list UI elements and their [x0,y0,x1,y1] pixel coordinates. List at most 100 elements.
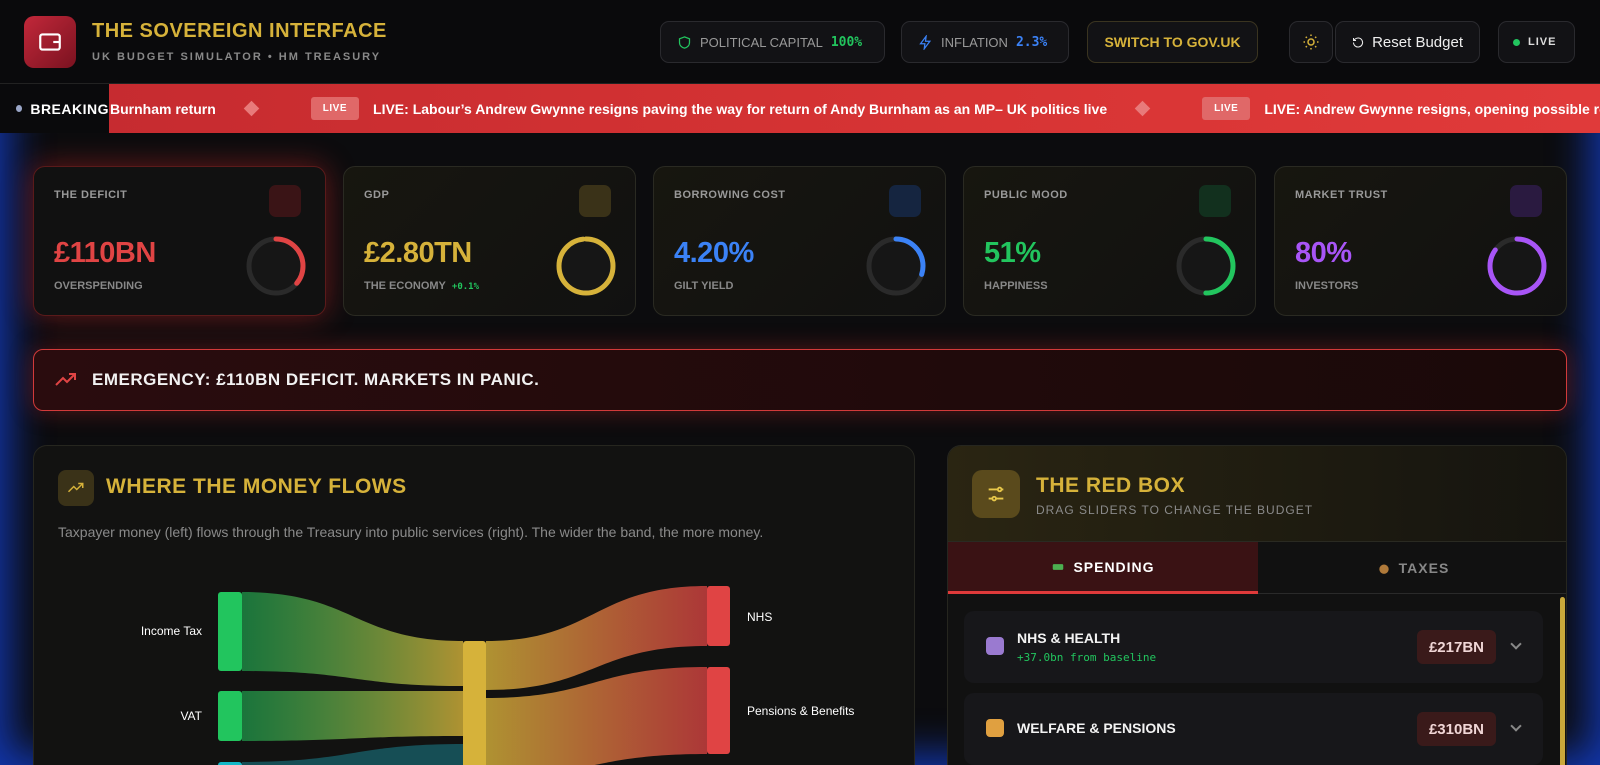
live-text: LIVE [1528,36,1557,48]
item-name: NHS & HEALTH [1017,630,1121,646]
app-title: THE SOVEREIGN INTERFACE [92,20,387,42]
red-box-title: THE RED BOX [1036,474,1186,497]
kpi-icon [269,185,301,217]
stat-value: 2.3% [1015,34,1048,50]
kpi-value: 4.20% [674,237,754,269]
item-chevron [1510,720,1522,732]
app-subtitle: UK BUDGET SIMULATOR • HM TREASURY [92,51,382,63]
kpi-icon [1510,185,1542,217]
flow-node [218,762,242,765]
breaking-dot [16,105,23,112]
kpi-label: MARKET TRUST [1295,189,1388,201]
breaking-text: BREAKING [30,100,109,117]
political-capital: POLITICAL CAPITAL 100% [660,21,885,63]
kpi-ring [246,236,306,296]
ring-arc [866,236,926,296]
item-icon [986,637,1004,655]
kpi-caption-text: OVERSPENDING [54,280,143,292]
kpi-label: THE DEFICIT [54,189,128,201]
ticker-text: Burnham return [110,100,216,117]
flows-title: WHERE THE MONEY FLOWS [106,475,407,498]
ring-arc [1176,236,1236,296]
budget-item[interactable]: WELFARE & PENSIONS £310BN [964,693,1543,765]
logo [24,16,76,68]
tab[interactable]: TAXES [1258,542,1566,594]
ticker-badge: LIVE [1202,97,1251,120]
kpi-caption-text: INVESTORS [1295,280,1359,292]
kpi-ring [556,236,616,296]
tab-label: SPENDING [1073,558,1155,575]
kpi-label: PUBLIC MOOD [984,189,1068,201]
kpi-card: THE DEFICIT £110BN OVERSPENDING [33,166,326,316]
kpi-caption: OVERSPENDING [54,280,143,292]
flows-icon [58,470,94,506]
item-amount: £217BN [1417,630,1496,664]
breaking-label: BREAKING [0,84,109,133]
kpi-ring [866,236,926,296]
flow-band [242,744,463,765]
ring-arc [556,236,616,296]
live-dot [1513,38,1520,46]
kpi-value: 80% [1295,237,1352,269]
kpi-icon [579,185,611,217]
inflation: INFLATION 2.3% [901,21,1069,63]
flow-node [707,586,730,646]
switch-button[interactable]: SWITCH TO GOV.UK [1087,21,1258,63]
reset-button[interactable]: Reset Budget [1335,21,1480,63]
budget-item[interactable]: NHS & HEALTH +37.0bn from baseline £217BN [964,611,1543,683]
kpi-caption-text: GILT YIELD [674,280,734,292]
destination-label: NHS [747,610,772,624]
flow-band [242,691,463,741]
ticker-separator [1134,100,1151,117]
theme-button[interactable] [1289,21,1333,63]
tab[interactable]: SPENDING [948,542,1258,594]
kpi-value: £110BN [54,237,156,269]
kpi-ring [1487,236,1547,296]
destination-label: Pensions & Benefits [747,704,854,718]
kpi-caption: HAPPINESS [984,280,1048,292]
item-icon [986,719,1004,737]
ring-arc [246,236,306,296]
ticker-text: LIVE: Andrew Gwynne resigns, opening pos… [1264,100,1600,117]
flow-band [242,592,463,686]
flow-node [218,592,242,671]
kpi-card: MARKET TRUST 80% INVESTORS [1274,166,1567,316]
kpi-card: GDP £2.80TN THE ECONOMY +0.1% [343,166,636,316]
kpi-icon [889,185,921,217]
stat-label: POLITICAL CAPITAL [700,34,823,50]
alert-text: EMERGENCY: £110BN DEFICIT. MARKETS IN PA… [92,370,540,389]
kpi-caption-text: HAPPINESS [984,280,1048,292]
source-label: Income Tax [141,624,202,638]
ticker-separator [243,100,260,117]
stat-value: 100% [830,34,863,50]
ticker: BREAKING Burnham return LIVE LIVE: Labour’… [0,84,1600,133]
scrollbar [1560,597,1565,765]
kpi-caption-text: THE ECONOMY [364,280,446,292]
item-name: WELFARE & PENSIONS [1017,720,1176,736]
kpi-caption: INVESTORS [1295,280,1358,292]
kpi-value: 51% [984,237,1041,269]
flow-band [486,586,707,690]
item-amount: £310BN [1417,712,1496,746]
ticker-badge: LIVE [310,97,360,120]
flows-panel: WHERE THE MONEY FLOWS Taxpayer money (le… [33,445,915,765]
stat-label: INFLATION [941,34,1008,50]
flows-description: Taxpayer money (left) flows through the … [58,524,764,540]
ticker-track: Burnham return LIVE LIVE: Labour’s Andrew … [110,84,1600,133]
reset-label: Reset Budget [1372,33,1463,51]
source-label: VAT [180,709,202,723]
kpi-label: GDP [364,189,390,201]
flow-node [463,641,486,765]
alert-banner: EMERGENCY: £110BN DEFICIT. MARKETS IN PA… [33,349,1567,411]
kpi-icon [1199,185,1231,217]
flow-band [486,667,707,765]
kpi-ring [1176,236,1236,296]
live-badge: LIVE [1498,21,1575,63]
red-box-icon [972,470,1020,518]
tab-label: TAXES [1398,559,1450,576]
kpi-value: £2.80TN [364,237,472,269]
kpi-card: PUBLIC MOOD 51% HAPPINESS [963,166,1256,316]
flow-node [218,691,242,741]
kpi-label: BORROWING COST [674,189,786,201]
